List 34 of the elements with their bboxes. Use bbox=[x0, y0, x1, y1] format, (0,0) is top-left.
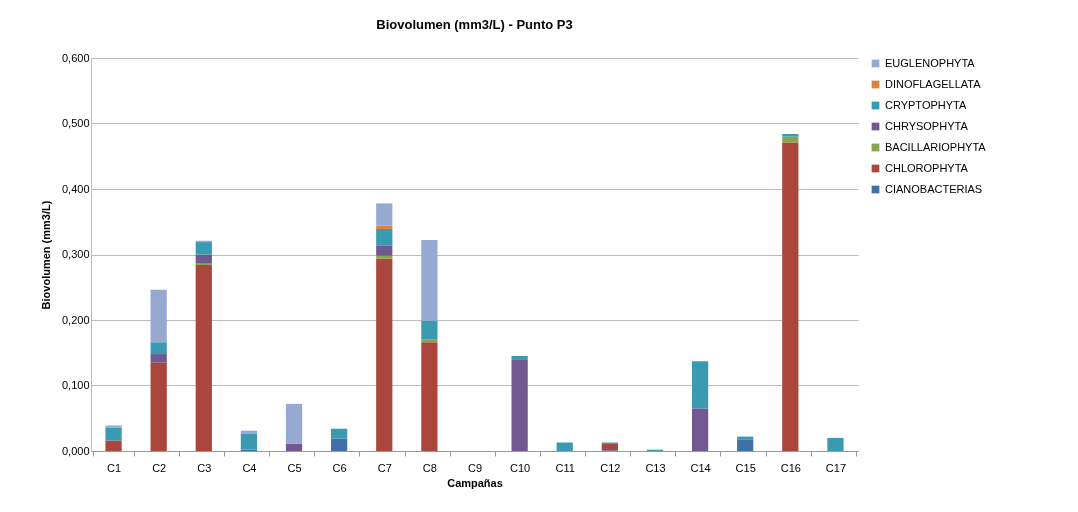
y-tick-label: 0,000 bbox=[61, 444, 90, 457]
x-tick-label: C13 bbox=[645, 461, 666, 474]
legend-label: CIANOBACTERIAS bbox=[885, 182, 983, 195]
x-tick-label: C17 bbox=[825, 461, 847, 474]
x-tick-label: C7 bbox=[377, 461, 392, 474]
legend-label: EUGLENOPHYTA bbox=[885, 56, 976, 69]
y-tick-label: 0,500 bbox=[61, 117, 90, 129]
y-tick-label: 0,600 bbox=[61, 51, 90, 64]
x-tick-label: C14 bbox=[690, 461, 711, 474]
legend-label: CRYPTOPHYTA bbox=[885, 98, 967, 111]
x-tick-label: C12 bbox=[600, 461, 621, 474]
x-tick-label: C1 bbox=[107, 461, 122, 474]
x-tick-label: C6 bbox=[332, 461, 347, 474]
y-tick-label: 0,400 bbox=[61, 182, 90, 195]
x-tick-label: C5 bbox=[287, 461, 302, 474]
x-tick-label: C10 bbox=[510, 461, 531, 474]
x-axis-title: Campañas bbox=[447, 476, 503, 489]
x-tick-label: C9 bbox=[467, 461, 483, 474]
legend-label: DINOFLAGELLATA bbox=[885, 77, 982, 90]
y-tick-label: 0,300 bbox=[61, 248, 90, 260]
x-tick-label: C16 bbox=[780, 461, 801, 474]
x-tick-label: C2 bbox=[152, 461, 167, 474]
x-tick-label: C3 bbox=[197, 461, 212, 474]
legend-label: BACILLARIOPHYTA bbox=[885, 140, 987, 153]
legend-label: CHRYSOPHYTA bbox=[885, 119, 969, 132]
y-axis-title: Biovolumen (mm3/L) bbox=[39, 200, 52, 310]
chart-title: Biovolumen (mm3/L) - Punto P3 bbox=[376, 17, 573, 32]
x-tick-label: C11 bbox=[555, 461, 575, 474]
x-tick-label: C4 bbox=[242, 461, 257, 474]
x-tick-label: C15 bbox=[735, 461, 756, 474]
y-tick-label: 0,200 bbox=[61, 313, 90, 326]
legend-label: CHLOROPHYTA bbox=[885, 161, 969, 174]
x-tick-label: C8 bbox=[422, 461, 437, 474]
y-tick-label: 0,100 bbox=[61, 379, 90, 391]
